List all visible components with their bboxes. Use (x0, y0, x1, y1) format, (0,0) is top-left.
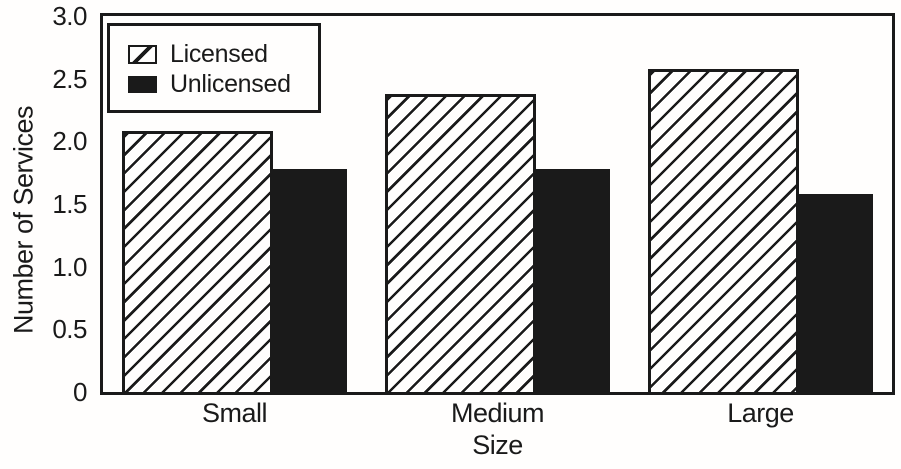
bar-unlicensed-large (798, 193, 873, 392)
solid-swatch-icon (128, 75, 157, 93)
bar-unlicensed-small (272, 168, 347, 392)
x-axis-title: Size (472, 430, 523, 460)
legend-item-licensed: Licensed (128, 39, 318, 69)
bar-licensed-small (121, 131, 273, 392)
y-axis-ticks: 0 0.5 1.0 1.5 2.0 2.5 3.0 (0, 3, 92, 405)
hatched-swatch-icon (128, 44, 157, 64)
x-tick-label-small: Small (201, 398, 268, 428)
y-tick-label: 1.0 (52, 251, 87, 282)
legend-label-licensed: Licensed (170, 39, 268, 68)
bar-licensed-large (647, 68, 799, 392)
legend-label-unlicensed: Unlicensed (170, 69, 291, 98)
bar-licensed-medium (384, 93, 536, 392)
x-tick-label-medium: Medium (450, 398, 545, 428)
bars-container (103, 16, 892, 392)
y-tick-label: 2.5 (52, 63, 87, 94)
x-tick-label-large: Large (727, 398, 794, 428)
plot-area: Licensed Unlicensed (100, 13, 895, 395)
y-tick-label: 0 (73, 377, 87, 407)
legend-item-unlicensed: Unlicensed (128, 69, 318, 99)
y-tick-label: 3.0 (52, 1, 87, 31)
y-tick-label: 0.5 (52, 314, 87, 345)
x-axis-ticks: Small Medium Large (103, 398, 892, 428)
bar-unlicensed-medium (535, 168, 610, 392)
y-tick-label: 1.5 (52, 189, 87, 219)
y-tick-label: 2.0 (52, 126, 87, 157)
legend: Licensed Unlicensed (107, 23, 321, 113)
